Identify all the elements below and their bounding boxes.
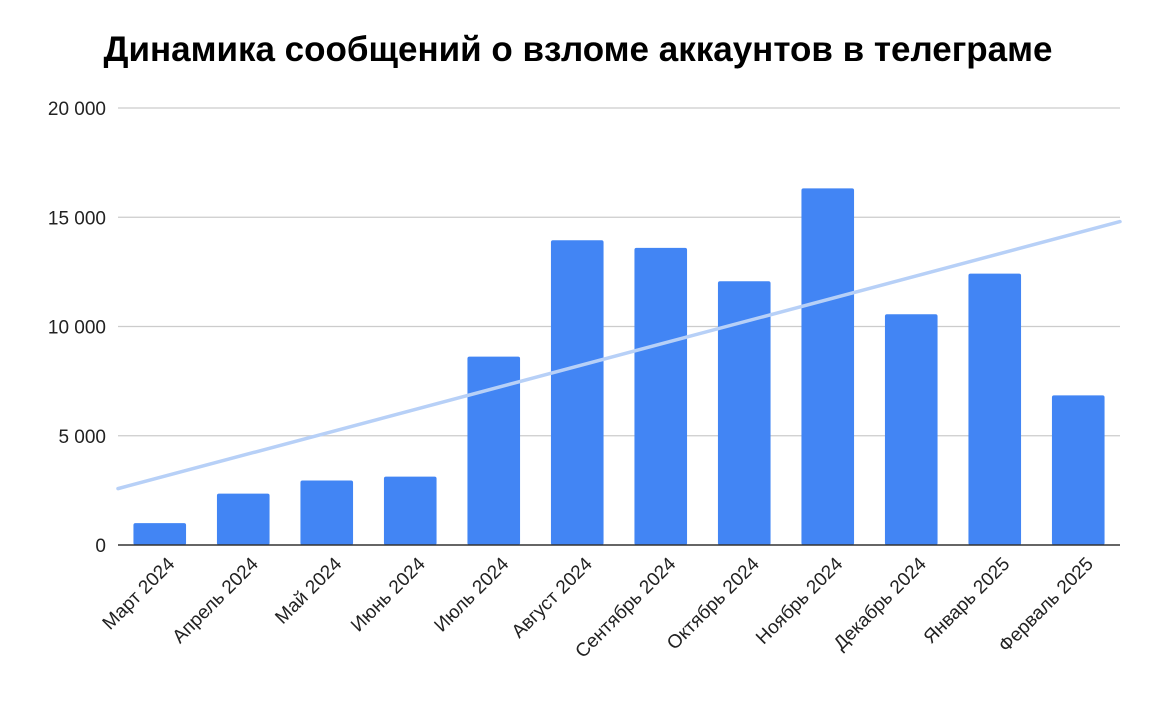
y-tick-label: 0 bbox=[95, 536, 106, 557]
grid-lines bbox=[118, 107, 1120, 437]
bar bbox=[383, 476, 437, 545]
x-tick-label: Март 2024 bbox=[99, 553, 180, 634]
x-tick-label: Май 2024 bbox=[271, 553, 346, 628]
bar bbox=[968, 273, 1022, 545]
y-axis-ticks: 0 5 000 10 000 15 000 20 000 bbox=[48, 99, 106, 557]
bar bbox=[467, 356, 521, 545]
chart-title: Динамика сообщений о взломе аккаунтов в … bbox=[103, 30, 1053, 69]
x-tick-label: Январь 2025 bbox=[920, 554, 1015, 649]
x-tick-label: Август 2024 bbox=[508, 553, 597, 642]
bar bbox=[550, 240, 604, 545]
bar bbox=[717, 281, 771, 545]
trendline bbox=[116, 219, 1122, 491]
x-tick-label: Апрель 2024 bbox=[169, 553, 263, 647]
bar bbox=[216, 493, 270, 545]
bar bbox=[300, 480, 354, 545]
x-tick-label: Ноябрь 2024 bbox=[752, 553, 847, 648]
y-tick-label: 10 000 bbox=[48, 318, 106, 339]
bar bbox=[1051, 395, 1105, 545]
trendline-layer bbox=[116, 219, 1122, 491]
y-tick-label: 20 000 bbox=[48, 99, 106, 120]
y-tick-label: 15 000 bbox=[48, 208, 106, 229]
bar bbox=[884, 314, 938, 545]
bar bbox=[801, 188, 855, 545]
bar bbox=[634, 247, 688, 545]
bars bbox=[133, 188, 1105, 545]
x-tick-label: Июль 2024 bbox=[431, 553, 514, 636]
bar bbox=[133, 523, 187, 545]
x-tick-label: Июнь 2024 bbox=[347, 553, 430, 636]
y-tick-label: 5 000 bbox=[58, 427, 106, 448]
